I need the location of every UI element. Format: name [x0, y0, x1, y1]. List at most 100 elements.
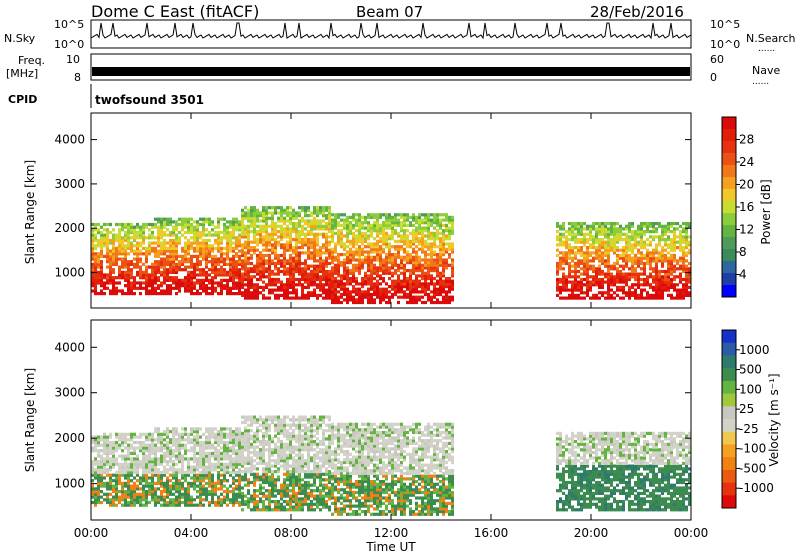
data-cell	[271, 243, 274, 247]
data-cell	[574, 269, 577, 274]
data-cell	[121, 457, 124, 461]
data-cell	[214, 254, 217, 258]
data-cell	[439, 274, 442, 278]
data-cell	[313, 293, 316, 297]
data-cell	[313, 208, 316, 212]
data-cell	[292, 227, 295, 231]
data-cell	[172, 454, 175, 458]
data-cell	[97, 265, 100, 269]
data-cell	[127, 273, 130, 277]
data-cell	[115, 492, 118, 496]
data-cell	[190, 260, 193, 264]
data-cell	[106, 492, 109, 496]
data-cell	[391, 295, 394, 299]
data-cell	[436, 229, 439, 233]
data-cell	[451, 250, 454, 254]
data-cell	[601, 277, 604, 282]
data-cell	[181, 254, 184, 258]
data-cell	[373, 271, 376, 275]
data-cell	[298, 219, 301, 223]
data-cell	[355, 290, 358, 294]
data-cell	[391, 287, 394, 291]
data-cell	[448, 229, 451, 233]
data-cell	[589, 251, 592, 255]
data-cell	[349, 292, 352, 297]
data-cell	[334, 279, 337, 283]
data-cell	[655, 248, 658, 252]
data-cell	[181, 473, 184, 477]
data-cell	[670, 261, 673, 266]
data-cell	[556, 235, 559, 239]
data-cell	[418, 213, 421, 217]
data-cell	[298, 240, 301, 244]
data-cell	[445, 295, 448, 299]
data-cell	[202, 257, 205, 261]
data-cell	[208, 246, 211, 250]
data-cell	[115, 457, 118, 461]
data-cell	[139, 449, 142, 453]
data-cell	[628, 285, 631, 289]
data-cell	[193, 460, 196, 464]
data-cell	[661, 269, 664, 274]
data-cell	[196, 503, 199, 507]
data-cell	[337, 242, 340, 246]
data-cell	[427, 263, 430, 267]
data-cell	[337, 261, 340, 265]
data-cell	[286, 285, 289, 289]
data-cell	[349, 261, 352, 265]
data-cell	[244, 224, 247, 228]
data-cell	[178, 487, 181, 491]
data-cell	[637, 272, 640, 276]
data-cell	[196, 262, 199, 266]
data-cell	[574, 267, 577, 271]
data-cell	[130, 273, 133, 277]
data-cell	[142, 252, 145, 256]
data-cell	[379, 223, 382, 227]
data-cell	[148, 278, 151, 282]
data-cell	[238, 260, 241, 264]
data-cell	[556, 267, 559, 271]
data-cell	[181, 484, 184, 488]
data-cell	[190, 449, 193, 453]
data-cell	[295, 224, 298, 228]
data-cell	[244, 283, 247, 287]
data-cell	[223, 225, 226, 229]
data-cell	[181, 246, 184, 250]
data-cell	[100, 457, 103, 461]
data-cell	[607, 246, 610, 250]
data-cell	[232, 500, 235, 505]
data-cell	[94, 252, 97, 256]
data-cell	[640, 232, 643, 236]
data-cell	[109, 260, 112, 264]
data-cell	[154, 225, 157, 229]
data-cell	[397, 239, 400, 243]
data-cell	[343, 234, 346, 238]
data-cell	[190, 230, 193, 235]
data-cell	[385, 290, 388, 294]
data-cell	[685, 269, 688, 274]
data-cell	[274, 224, 277, 228]
data-cell	[565, 283, 568, 287]
data-cell	[127, 236, 130, 240]
data-cell	[100, 254, 103, 258]
data-cell	[328, 243, 331, 247]
data-cell	[598, 259, 601, 263]
data-cell	[424, 285, 427, 289]
data-cell	[283, 246, 286, 250]
data-cell	[163, 289, 166, 293]
data-cell	[625, 259, 628, 263]
data-cell	[562, 261, 565, 266]
data-cell	[187, 438, 190, 442]
data-cell	[571, 291, 574, 295]
data-cell	[229, 462, 232, 466]
data-cell	[127, 487, 130, 491]
data-cell	[217, 435, 220, 439]
data-cell	[346, 221, 349, 225]
data-cell	[109, 238, 112, 243]
data-cell	[184, 278, 187, 282]
data-cell	[442, 213, 445, 217]
data-cell	[379, 237, 382, 241]
data-cell	[628, 243, 631, 247]
data-cell	[91, 490, 94, 494]
colorbar-segment	[722, 129, 736, 142]
